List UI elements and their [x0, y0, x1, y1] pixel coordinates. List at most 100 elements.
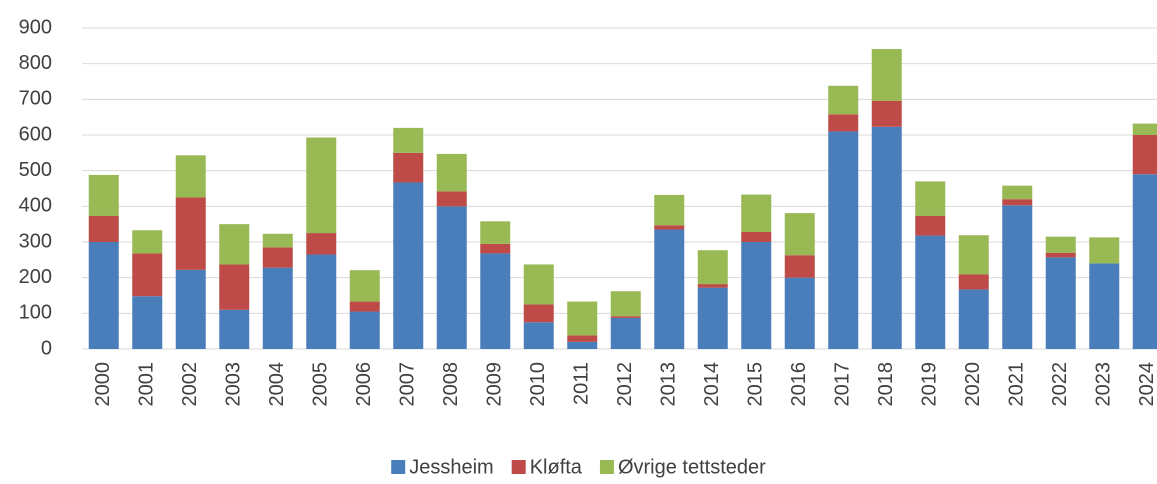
bar-segment — [349, 311, 380, 349]
bar-segment — [1002, 185, 1033, 200]
x-tick-label: 2001 — [136, 362, 158, 407]
bar-segment — [132, 230, 163, 254]
x-tick-label: 2014 — [701, 362, 723, 407]
y-tick-label: 500 — [19, 159, 52, 181]
bar-segment — [88, 242, 119, 349]
bar-segment — [958, 274, 989, 290]
bar-segment — [915, 215, 946, 236]
y-tick-label: 600 — [19, 123, 52, 145]
x-tick-label: 2003 — [223, 362, 245, 407]
bar-segment — [88, 215, 119, 242]
x-tick-label: 2024 — [1136, 362, 1157, 407]
x-tick-label: 2023 — [1093, 362, 1115, 407]
bar-segment — [1132, 123, 1157, 135]
x-tick-label: 2013 — [658, 362, 680, 407]
bar-segment — [306, 254, 337, 349]
x-tick-label: 2010 — [527, 362, 549, 407]
x-tick-label: 2016 — [788, 362, 810, 407]
y-tick-label: 900 — [19, 16, 52, 38]
bar-segment — [567, 335, 598, 342]
bar-segment — [393, 127, 424, 153]
bar-segment — [784, 213, 815, 256]
bar-segment — [480, 253, 511, 349]
x-tick-label: 2022 — [1049, 362, 1071, 407]
bar-segment — [784, 255, 815, 278]
legend-swatch — [391, 460, 406, 474]
y-tick-label: 800 — [19, 52, 52, 74]
x-tick-label: 2004 — [266, 362, 288, 407]
bar-segment — [697, 287, 728, 349]
y-tick-label: 100 — [19, 302, 52, 324]
bar-segment — [654, 225, 685, 230]
bar-segment — [1045, 252, 1076, 258]
x-tick-label: 2006 — [353, 362, 375, 407]
bar-segment — [828, 131, 859, 349]
bar-segment — [1132, 135, 1157, 175]
x-tick-label: 2009 — [484, 362, 506, 407]
bar-segment — [219, 309, 250, 349]
bar-segment — [306, 233, 337, 255]
x-tick-label: 2008 — [440, 362, 462, 407]
bar-segment — [393, 182, 424, 349]
bar-segment — [132, 296, 163, 349]
bar-segment — [1002, 199, 1033, 206]
legend-swatch — [511, 460, 526, 474]
bar-segment — [175, 155, 206, 198]
legend-swatch — [599, 460, 614, 474]
bar-segment — [567, 301, 598, 336]
bar-segment — [654, 194, 685, 226]
x-tick-label: 2007 — [397, 362, 419, 407]
bar-segment — [915, 181, 946, 216]
bar-segment — [393, 152, 424, 183]
bar-segment — [219, 264, 250, 310]
x-tick-label: 2021 — [1006, 362, 1028, 407]
bar-segment — [523, 264, 554, 305]
bar-segment — [871, 126, 902, 350]
bar-segment — [610, 291, 641, 317]
bar-segment — [828, 114, 859, 132]
bar-segment — [1002, 205, 1033, 349]
bar-segment — [1089, 263, 1120, 349]
x-tick-label: 2011 — [571, 362, 593, 405]
bar-segment — [741, 232, 772, 242]
bar-segment — [1045, 257, 1076, 349]
bar-segment — [436, 153, 467, 192]
bar-segment — [480, 243, 511, 254]
y-tick-label: 200 — [19, 266, 52, 288]
bar-segment — [567, 341, 598, 349]
x-tick-label: 2015 — [745, 362, 767, 407]
bar-segment — [871, 49, 902, 101]
bar-segment — [262, 267, 293, 349]
bar-segment — [88, 174, 119, 216]
y-tick-label: 300 — [19, 230, 52, 252]
x-tick-label: 2018 — [875, 362, 897, 407]
bar-segment — [871, 100, 902, 127]
bar-segment — [262, 247, 293, 268]
bar-segment — [349, 270, 380, 302]
y-tick-label: 0 — [41, 337, 52, 359]
bar-segment — [436, 206, 467, 349]
bar-segment — [523, 322, 554, 349]
bar-segment — [1045, 236, 1076, 253]
bar-segment — [175, 269, 206, 349]
x-tick-label: 2012 — [614, 362, 636, 407]
bar-segment — [1132, 174, 1157, 349]
y-tick-label: 700 — [19, 88, 52, 110]
x-tick-label: 2000 — [92, 362, 114, 407]
x-tick-label: 2005 — [310, 362, 332, 407]
bar-segment — [132, 253, 163, 297]
bar-segment — [697, 284, 728, 288]
legend-label: Kløfta — [530, 456, 583, 478]
bar-segment — [349, 301, 380, 312]
bar-segment — [262, 233, 293, 248]
bar-segment — [610, 317, 641, 349]
bar-segment — [958, 235, 989, 275]
bar-segment — [480, 221, 511, 244]
bar-segment — [828, 85, 859, 115]
x-tick-label: 2020 — [962, 362, 984, 407]
bar-segment — [915, 235, 946, 349]
x-tick-label: 2002 — [179, 362, 201, 407]
bar-segment — [784, 277, 815, 349]
legend-label: Jessheim — [409, 456, 493, 478]
